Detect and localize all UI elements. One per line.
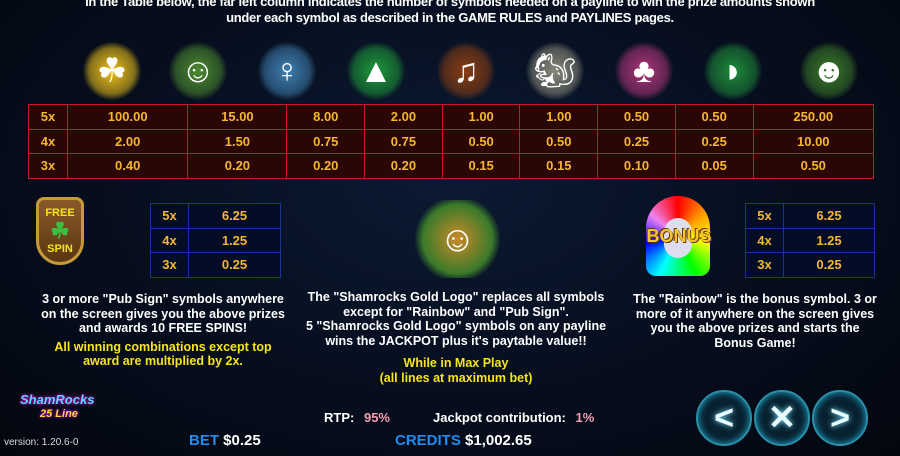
wild-description: The "Shamrocks Gold Logo" replaces all s… [305, 290, 607, 385]
free-spin-paytable: 5x 6.25 4x 1.25 3x 0.25 [150, 203, 281, 278]
gold-shamrock-symbol-icon: ☘ [83, 42, 141, 100]
payout-cell: 100.00 [66, 104, 189, 130]
green-hat-symbol-icon: ▲ [347, 42, 405, 100]
payout-cell: 0.10 [597, 153, 676, 179]
match-count: 4x [28, 128, 68, 154]
match-count: 3x [28, 153, 68, 179]
bonus-paytable: 5x 6.25 4x 1.25 3x 0.25 [745, 203, 875, 278]
payout-cell: 250.00 [752, 104, 875, 130]
wild-logo-symbol: ☺ [415, 200, 500, 278]
game-logo: ShamRocks 25 Line [20, 392, 95, 421]
payout-cell: 0.15 [441, 153, 521, 179]
match-count: 5x [150, 203, 189, 229]
payout-cell: 0.25 [674, 128, 754, 154]
payout-cell: 0.50 [597, 104, 676, 130]
version-label: version: 1.20.6-0 [4, 437, 79, 448]
intro-text: In the Table below, the far left column … [85, 0, 815, 25]
paytable-row: 5x 6.25 [150, 203, 281, 229]
rainbow-bonus-symbol: BONUS [640, 196, 720, 276]
irish-lass-symbol-icon: ♀ [258, 42, 316, 100]
chevron-left-icon: < [714, 398, 734, 437]
close-icon: ✕ [767, 399, 797, 437]
payout-cell: 0.50 [519, 128, 599, 154]
bet-display: BET $0.25 [189, 432, 261, 449]
payout-cell: 0.75 [364, 128, 443, 154]
free-spin-description: 3 or more "Pub Sign" symbols anywhere on… [41, 292, 285, 368]
match-count: 5x [28, 104, 68, 130]
mushrooms-symbol-icon: ♣ [615, 42, 673, 100]
paytable-row: 4x 1.25 [150, 227, 281, 253]
payout-cell: 2.00 [364, 104, 443, 130]
match-count: 3x [150, 252, 189, 278]
paytable-row: 5x 100.00 15.00 8.00 2.00 1.00 1.00 0.50 0.50 250… [28, 104, 875, 130]
jackpot-contribution: Jackpot contribution: 1% [433, 410, 595, 425]
match-count: 4x [745, 227, 784, 253]
payout-cell: 1.25 [783, 227, 875, 253]
paytable-row: 4x 1.25 [745, 227, 875, 253]
payout-cell: 6.25 [188, 203, 281, 229]
fiddle-symbol-icon: ♫ [437, 42, 495, 100]
payout-cell: 0.50 [752, 153, 875, 179]
payout-cell: 0.40 [66, 153, 189, 179]
payout-cell: 1.00 [441, 104, 521, 130]
credits-display: CREDITS $1,002.65 [395, 432, 532, 449]
payout-cell: 0.20 [286, 153, 366, 179]
payout-cell: 1.00 [519, 104, 599, 130]
payout-cell: 8.00 [286, 104, 366, 130]
rtp-display: RTP: 95% [324, 410, 390, 425]
payout-cell: 0.20 [187, 153, 288, 179]
payout-cell: 0.25 [783, 252, 875, 278]
payout-cell: 0.75 [286, 128, 366, 154]
match-count: 3x [745, 252, 784, 278]
free-spin-symbol: FREE ☘ SPIN [36, 197, 84, 265]
paytable-row: 3x 0.25 [745, 252, 875, 278]
squirrel-symbol-icon: 🐿 [526, 42, 584, 100]
payout-cell: 1.25 [188, 227, 281, 253]
paytable-row: 3x 0.40 0.20 0.20 0.20 0.15 0.15 0.10 0.05 0.50 [28, 153, 875, 179]
leprechaun-gold-symbol-icon: ☺ [169, 42, 227, 100]
match-count: 5x [745, 203, 784, 229]
payout-cell: 0.25 [188, 252, 281, 278]
payout-cell: 6.25 [783, 203, 875, 229]
payout-cell: 0.25 [597, 128, 676, 154]
next-page-button[interactable]: > [812, 390, 868, 446]
paytable-row: 5x 6.25 [745, 203, 875, 229]
payout-cell: 2.00 [66, 128, 189, 154]
paytable-row: 4x 2.00 1.50 0.75 0.75 0.50 0.50 0.25 0.25 10.00 [28, 128, 875, 154]
payout-cell: 10.00 [752, 128, 875, 154]
payout-cell: 0.15 [519, 153, 599, 179]
shamrock-icon: ☘ [50, 218, 70, 243]
prev-page-button[interactable]: < [696, 390, 752, 446]
payout-cell: 0.20 [364, 153, 443, 179]
leprechaun-pot-symbol-icon: ☻ [800, 42, 858, 100]
bonus-description: The "Rainbow" is the bonus symbol. 3 or … [633, 292, 877, 350]
payout-cell: 0.50 [441, 128, 521, 154]
paytable: 5x 100.00 15.00 8.00 2.00 1.00 1.00 0.50 0.50 250… [28, 104, 875, 179]
match-count: 4x [150, 227, 189, 253]
payout-cell: 0.05 [674, 153, 754, 179]
payout-cell: 1.50 [187, 128, 288, 154]
green-shoe-symbol-icon: ◗ [704, 42, 762, 100]
chevron-right-icon: > [830, 398, 850, 437]
close-button[interactable]: ✕ [754, 390, 810, 446]
paytable-row: 3x 0.25 [150, 252, 281, 278]
payout-cell: 0.50 [674, 104, 754, 130]
payout-cell: 15.00 [187, 104, 288, 130]
